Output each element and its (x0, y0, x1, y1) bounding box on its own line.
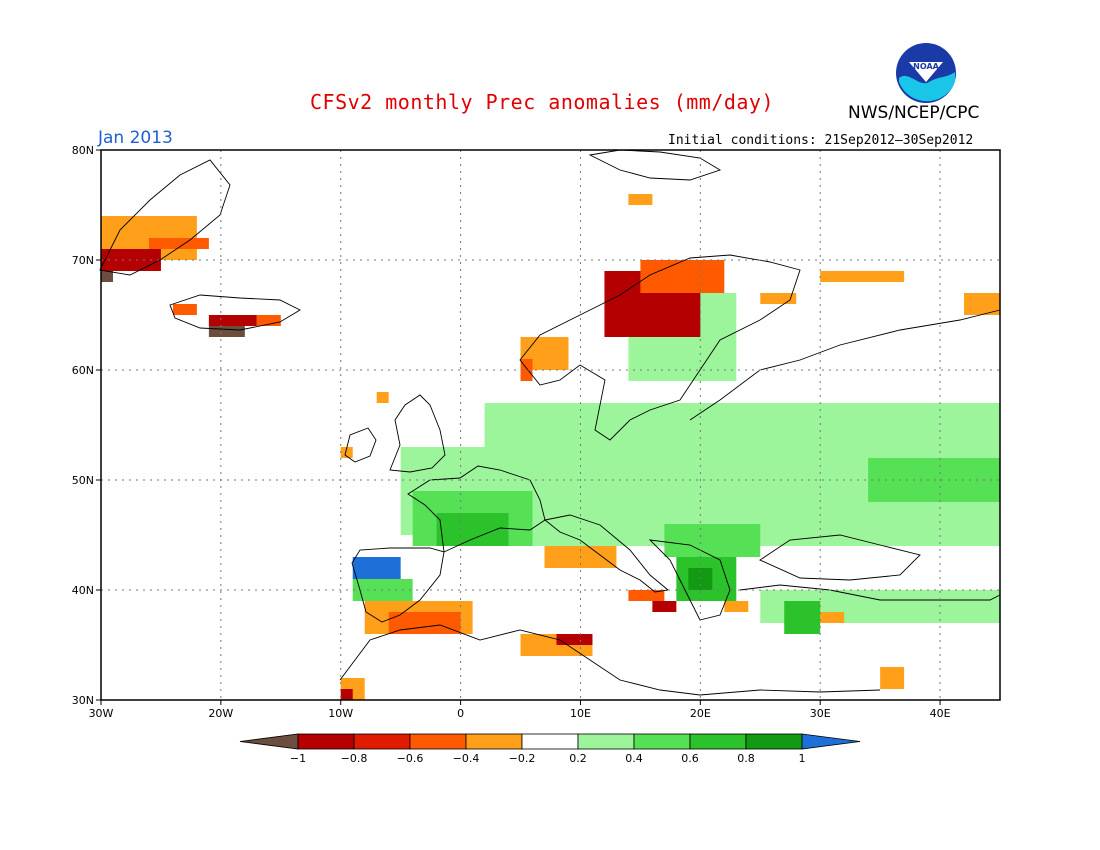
anomaly-region-38 (208, 326, 245, 337)
lat-tick-label: 60N (72, 364, 94, 377)
anomaly-region-26 (640, 260, 725, 293)
colorbar-label: −1 (290, 752, 306, 765)
colorbar-swatch-7 (633, 733, 691, 750)
colorbar-swatch-2 (353, 733, 411, 750)
anomaly-regions (101, 194, 1000, 700)
lat-tick-label: 40N (72, 584, 94, 597)
colorbar-label: −0.6 (397, 752, 424, 765)
colorbar-swatch-1 (297, 733, 355, 750)
anomaly-region-23 (820, 612, 845, 623)
colorbar-label: −0.4 (453, 752, 480, 765)
lon-tick-label: 30W (89, 707, 114, 720)
colorbar-label: 0.6 (681, 752, 699, 765)
colorbar: −1 −0.8 −0.6 −0.4 −0.2 0.2 0.4 0.6 0.8 1 (239, 733, 861, 765)
coast-north-africa (339, 624, 881, 696)
colorbar-label: 1 (799, 752, 806, 765)
colorbar-swatch-8 (689, 733, 747, 750)
coast-iceland (169, 294, 301, 331)
anomaly-region-10 (784, 601, 821, 634)
colorbar-swatch-9 (745, 733, 803, 750)
coast-france (407, 465, 546, 553)
gridlines (101, 150, 1000, 700)
noaa-logo-text: NOAA (913, 62, 939, 71)
lon-tick-label: 10E (570, 707, 591, 720)
anomaly-region-11 (352, 557, 401, 579)
anomaly-region-20 (628, 590, 665, 601)
coast-iberia (351, 547, 445, 623)
colorbar-swatch-6 (577, 733, 635, 750)
coast-black-sea (759, 534, 921, 581)
lat-tick-label: 70N (72, 254, 94, 267)
map-frame (100, 149, 1001, 701)
lon-tick-label: 20W (208, 707, 233, 720)
colorbar-label: 0.8 (737, 752, 755, 765)
colorbar-label: −0.2 (509, 752, 536, 765)
anomaly-region-35 (101, 271, 113, 282)
anomaly-region-14 (388, 612, 461, 634)
anomaly-region-34 (148, 238, 209, 249)
colorbar-high-arrow (801, 733, 861, 750)
anomaly-region-6 (664, 524, 761, 557)
anomaly-region-36 (208, 315, 257, 326)
coast-turkey (739, 584, 1001, 601)
coast-balkans (648, 539, 731, 621)
anomaly-region-28 (520, 359, 533, 381)
coast-greenland (99, 159, 231, 276)
lon-tick-label: 20E (690, 707, 711, 720)
colorbar-swatch-3 (409, 733, 467, 750)
coast-scandinavia (519, 254, 801, 441)
coast-uk (389, 394, 446, 473)
anomaly-region-29 (760, 293, 797, 304)
anomaly-region-30 (820, 271, 905, 282)
anomaly-region-22 (724, 601, 749, 612)
anomaly-region-37 (256, 315, 281, 326)
anomaly-region-41 (340, 447, 353, 458)
initial-conditions-label: Initial conditions: 21Sep2012–30Sep2012 (668, 133, 974, 148)
colorbar-low-arrow (239, 733, 299, 750)
colorbar-swatch-5 (521, 733, 579, 750)
anomaly-region-42 (628, 194, 653, 205)
colorbar-label: −0.8 (341, 752, 368, 765)
lon-tick-label: 10W (328, 707, 353, 720)
noaa-logo-icon: NOAA (896, 43, 956, 103)
colorbar-label: 0.4 (625, 752, 643, 765)
lon-tick-label: 40E (930, 707, 951, 720)
coast-baltic-east (689, 309, 1001, 421)
month-label: Jan 2013 (98, 128, 173, 148)
anomaly-region-39 (172, 304, 197, 315)
anomaly-region-16 (340, 689, 353, 700)
map-title: CFSv2 monthly Prec anomalies (mm/day) (310, 90, 775, 114)
anomaly-region-40 (376, 392, 389, 403)
lat-tick-label: 50N (72, 474, 94, 487)
colorbar-label: 0.2 (569, 752, 587, 765)
coast-italy (543, 514, 670, 593)
anomaly-region-7 (436, 513, 509, 546)
lon-tick-label: 0 (457, 707, 464, 720)
anomaly-region-24 (880, 667, 905, 689)
agency-label: NWS/NCEP/CPC (848, 103, 980, 123)
colorbar-swatch-4 (465, 733, 523, 750)
anomaly-region-21 (652, 601, 677, 612)
lat-tick-label: 30N (72, 694, 94, 707)
anomaly-region-31 (964, 293, 1000, 315)
lon-tick-label: 30E (810, 707, 831, 720)
coast-ireland (344, 427, 377, 463)
anomaly-region-18 (556, 634, 593, 645)
coastlines (99, 149, 1001, 696)
lat-tick-label: 80N (72, 144, 94, 157)
